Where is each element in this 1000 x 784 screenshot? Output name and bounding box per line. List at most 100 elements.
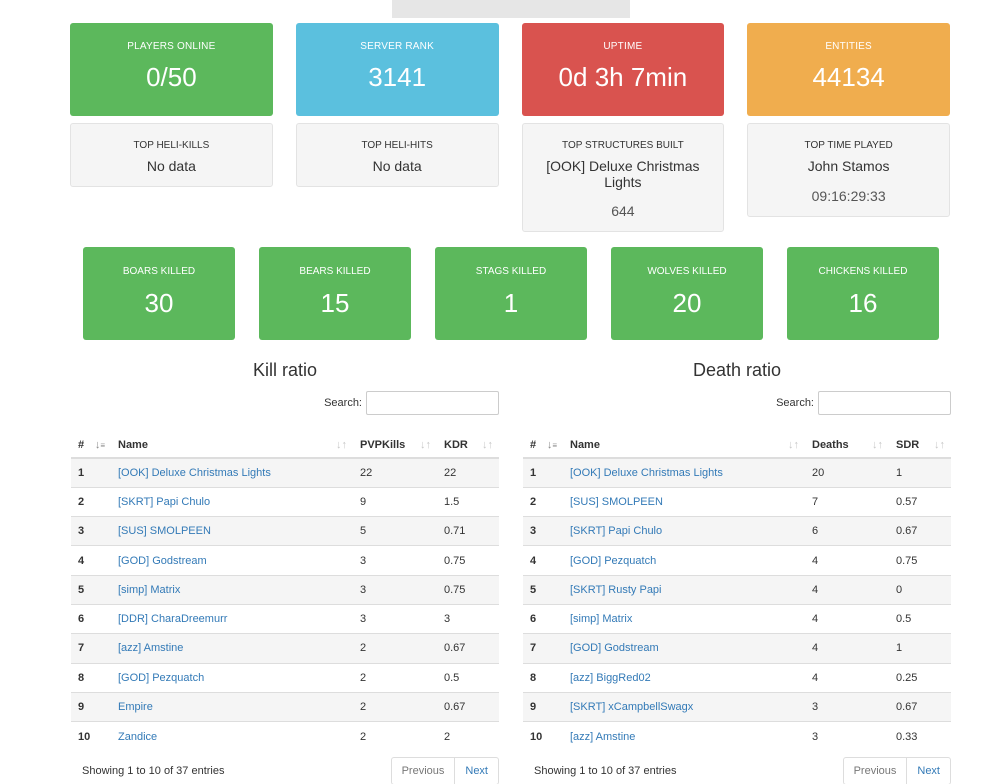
info-secondary: 644 [611, 203, 635, 219]
stat-label: UPTIME [603, 41, 643, 52]
ratio-cell: 3 [437, 603, 499, 634]
count-cell: 6 [805, 516, 889, 546]
ratio-cell: 0.5 [437, 662, 499, 693]
pagination: Previous Next [842, 756, 951, 784]
sort-icon: ↓↑ [788, 439, 799, 451]
player-name-link[interactable]: [azz] BiggRed02 [570, 671, 651, 684]
stat-value: 20 [672, 288, 702, 318]
previous-button[interactable]: Previous [842, 756, 908, 784]
previous-button[interactable]: Previous [390, 756, 456, 784]
sort-asc-icon: ↓≡ [94, 439, 105, 451]
name-cell: [GOD] Godstream [563, 633, 805, 664]
stat-value: 3141 [368, 62, 427, 92]
sort-icon: ↓↑ [934, 439, 945, 451]
kill-table-footer: Showing 1 to 10 of 37 entries Previous N… [71, 756, 499, 784]
player-name-link[interactable]: [GOD] Pezquatch [118, 671, 205, 684]
player-name-link[interactable]: [GOD] Godstream [570, 642, 659, 655]
name-cell: [simp] Matrix [111, 574, 353, 605]
col-header-pvpkills[interactable]: PVPKills ↓↑ [353, 432, 437, 459]
col-header-label: Name [118, 438, 148, 451]
player-name-link[interactable]: [simp] Matrix [118, 583, 181, 596]
col-header-kdr[interactable]: KDR ↓↑ [437, 432, 499, 459]
table-row: 8 [azz] BiggRed02 4 0.25 [523, 662, 951, 693]
rank-cell: 10 [71, 721, 111, 751]
col-header-label: # [78, 438, 85, 451]
stat-entities: ENTITIES 44134 [747, 23, 950, 116]
stat-value: 15 [320, 288, 350, 318]
search-label: Search: [324, 397, 362, 409]
table-row: 3 [SUS] SMOLPEEN 5 0.71 [71, 516, 499, 546]
entries-info: Showing 1 to 10 of 37 entries [534, 764, 677, 777]
col-header-label: Name [570, 438, 600, 451]
death-search-input[interactable] [818, 391, 951, 415]
col-header-deaths[interactable]: Deaths ↓↑ [805, 432, 889, 459]
count-cell: 3 [805, 721, 889, 751]
player-name-link[interactable]: [GOD] Godstream [118, 554, 207, 567]
player-name-link[interactable]: [SKRT] xCampbellSwagx [570, 701, 694, 714]
table-row: 4 [GOD] Godstream 3 0.75 [71, 545, 499, 576]
col-header-rank[interactable]: # ↓≡ [71, 432, 111, 459]
ratio-cell: 0.75 [437, 574, 499, 605]
player-name-link[interactable]: [azz] Amstine [570, 730, 636, 743]
rank-cell: 5 [71, 574, 111, 605]
ratio-cell: 0.75 [437, 545, 499, 576]
info-primary: [OOK] Deluxe Christmas Lights [546, 158, 700, 190]
col-header-rank[interactable]: # ↓≡ [523, 432, 563, 459]
col-header-name[interactable]: Name ↓↑ [563, 432, 805, 459]
table-row: 10 [azz] Amstine 3 0.33 [523, 721, 951, 751]
rank-cell: 3 [71, 516, 111, 546]
count-cell: 2 [353, 633, 437, 664]
col-header-sdr[interactable]: SDR ↓↑ [889, 432, 951, 459]
info-secondary: 09:16:29:33 [811, 188, 886, 204]
info-top-heli-kills: TOP HELI-KILLS No data [70, 123, 273, 187]
ratio-cell: 0.67 [889, 516, 951, 546]
ratio-cell: 0.57 [889, 486, 951, 517]
col-header-name[interactable]: Name ↓↑ [111, 432, 353, 459]
stat-bears-killed: BEARS KILLED 15 [259, 247, 411, 340]
name-cell: [SKRT] Rusty Papi [563, 574, 805, 605]
next-button[interactable]: Next [455, 756, 499, 784]
count-cell: 3 [353, 574, 437, 605]
death-ratio-title: Death ratio [692, 360, 782, 380]
name-cell: [simp] Matrix [563, 603, 805, 634]
player-name-link[interactable]: Empire [118, 701, 153, 714]
ratio-cell: 1.5 [437, 486, 499, 517]
count-cell: 4 [805, 603, 889, 634]
next-button[interactable]: Next [907, 756, 951, 784]
table-row: 3 [SKRT] Papi Chulo 6 0.67 [523, 516, 951, 546]
player-name-link[interactable]: [SKRT] Papi Chulo [570, 525, 663, 538]
player-name-link[interactable]: [OOK] Deluxe Christmas Lights [118, 466, 271, 479]
table-row: 6 [simp] Matrix 4 0.5 [523, 603, 951, 634]
player-name-link[interactable]: [OOK] Deluxe Christmas Lights [570, 466, 723, 479]
col-header-label: PVPKills [360, 438, 406, 451]
count-cell: 4 [805, 545, 889, 576]
name-cell: [azz] Amstine [111, 633, 353, 664]
rank-cell: 6 [71, 603, 111, 634]
stat-label: SERVER RANK [360, 41, 434, 52]
table-row: 1 [OOK] Deluxe Christmas Lights 22 22 [71, 457, 499, 488]
player-name-link[interactable]: [GOD] Pezquatch [570, 554, 657, 567]
kill-search-input[interactable] [366, 391, 499, 415]
player-name-link[interactable]: [SKRT] Rusty Papi [570, 583, 662, 596]
stat-value: 44134 [812, 62, 885, 92]
server-stats-row: PLAYERS ONLINE 0/50 SERVER RANK 3141 UPT… [70, 23, 950, 116]
rank-cell: 9 [71, 691, 111, 722]
stat-value: 0/50 [146, 62, 197, 92]
ratio-cell: 2 [437, 721, 499, 751]
death-ratio-panel: Death ratio Search: # ↓≡ Name ↓↑ Deaths ↓↑ … [523, 360, 951, 784]
kill-ratio-table: # ↓≡ Name ↓↑ PVPKills ↓↑ KDR ↓↑ 1 [OOK] Delux… [71, 432, 499, 751]
player-name-link[interactable]: [azz] Amstine [118, 642, 184, 655]
kill-ratio-title: Kill ratio [252, 360, 318, 380]
player-name-link[interactable]: [simp] Matrix [570, 613, 633, 626]
player-name-link[interactable]: [SKRT] Papi Chulo [118, 495, 211, 508]
player-name-link[interactable]: [SUS] SMOLPEEN [570, 495, 663, 508]
name-cell: [OOK] Deluxe Christmas Lights [563, 457, 805, 488]
table-row: 4 [GOD] Pezquatch 4 0.75 [523, 545, 951, 576]
stat-value: 30 [144, 288, 174, 318]
player-name-link[interactable]: [DDR] CharaDreemurr [118, 613, 228, 626]
pagination: Previous Next [390, 756, 499, 784]
player-name-link[interactable]: Zandice [118, 730, 158, 743]
name-cell: [azz] BiggRed02 [563, 662, 805, 693]
player-name-link[interactable]: [SUS] SMOLPEEN [118, 525, 211, 538]
stat-label: WOLVES KILLED [647, 266, 727, 277]
